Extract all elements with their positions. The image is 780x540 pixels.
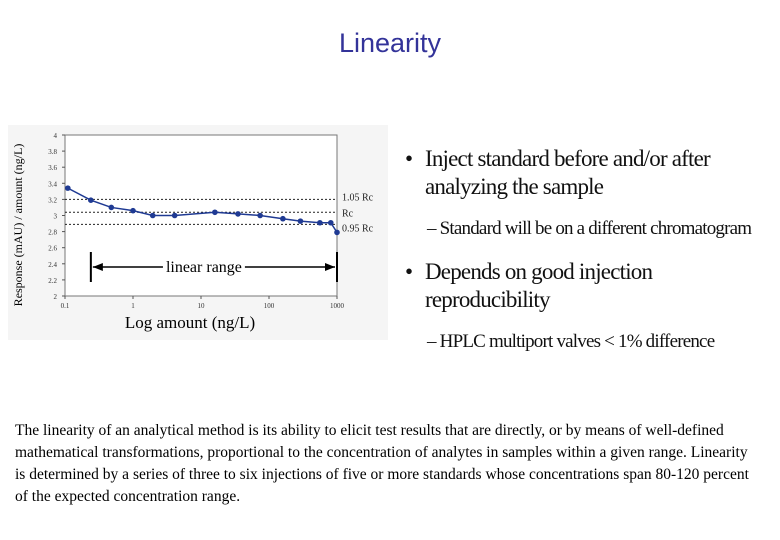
data-point xyxy=(149,212,156,219)
bullet-dot: • xyxy=(405,146,413,171)
reference-label: 1.05 Rc xyxy=(342,192,374,203)
sub-bullet: – HPLC multiport valves < 1% difference xyxy=(427,331,715,352)
reference-label: 0.95 Rc xyxy=(342,223,374,234)
bullet-text: Depends on good injection reproducibilit… xyxy=(425,259,653,312)
data-point xyxy=(88,197,94,204)
bullet-text: Inject standard before and/or after anal… xyxy=(425,146,711,199)
y-tick-label: 2.2 xyxy=(48,277,57,285)
reference-label: Rc xyxy=(342,208,354,219)
chart: Response (mAU) / amount (ng/L) Log amoun… xyxy=(8,125,388,340)
y-tick-label: 2.6 xyxy=(48,245,57,253)
data-point xyxy=(297,218,304,224)
data-point xyxy=(235,211,241,217)
bullet: • Inject standard before and/or after an… xyxy=(405,145,765,243)
y-tick-label: 2 xyxy=(54,293,58,301)
data-point xyxy=(257,212,263,219)
data-point xyxy=(317,219,323,226)
x-tick-label: 100 xyxy=(264,302,275,310)
x-tick-label: 1 xyxy=(131,302,135,310)
sub-bullet-text: HPLC multiport valves < 1% difference xyxy=(439,331,715,352)
bullet: • Depends on good injection reproducibil… xyxy=(405,258,765,356)
sub-bullet: – Standard will be on a different chroma… xyxy=(427,218,752,239)
y-axis-label: Response (mAU) / amount (ng/L) xyxy=(11,144,25,307)
x-tick-label: 0.1 xyxy=(61,302,70,310)
range-label: linear range xyxy=(166,259,242,276)
data-point xyxy=(130,207,136,214)
x-axis-label: Log amount (ng/L) xyxy=(125,313,255,332)
data-point xyxy=(327,219,334,226)
data-point xyxy=(108,204,115,211)
label-background xyxy=(162,259,245,276)
y-tick-label: 3 xyxy=(54,213,58,221)
y-tick-label: 3.8 xyxy=(48,148,57,156)
data-point xyxy=(171,212,178,219)
y-tick-label: 2.8 xyxy=(48,229,57,237)
y-tick-label: 4 xyxy=(54,132,58,140)
bullet-dot: • xyxy=(405,259,413,284)
data-point xyxy=(280,215,286,222)
description: The linearity of an analytical method is… xyxy=(15,422,749,505)
data-point xyxy=(334,229,340,236)
data-point xyxy=(65,185,71,191)
y-tick-label: 3.2 xyxy=(48,196,57,204)
series-line xyxy=(67,187,338,233)
data-point xyxy=(212,209,218,216)
slide-title: Linearity xyxy=(338,28,442,58)
x-tick-label: 10 xyxy=(198,302,206,310)
x-tick-label: 1000 xyxy=(330,302,345,310)
y-tick-label: 2.4 xyxy=(48,261,57,269)
y-tick-label: 3.4 xyxy=(48,180,57,188)
sub-bullet-text: Standard will be on a different chromato… xyxy=(439,218,752,239)
y-tick-label: 3.6 xyxy=(48,164,57,172)
